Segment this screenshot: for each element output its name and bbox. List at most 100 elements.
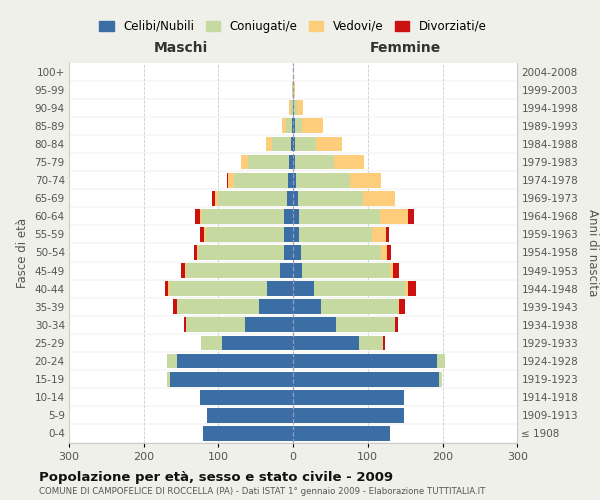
Bar [296,172,350,188]
Bar [282,118,286,134]
Bar [197,245,198,260]
Bar [203,426,293,441]
Bar [202,209,284,224]
Bar [390,263,393,278]
Y-axis label: Anni di nascita: Anni di nascita [586,209,599,296]
Bar [381,245,387,260]
Bar [206,227,284,242]
Bar [248,154,289,170]
Bar [393,263,399,278]
Bar [288,172,293,188]
Bar [350,172,381,188]
Bar [241,154,248,170]
Bar [383,336,385,350]
Bar [280,263,293,278]
Bar [299,209,380,224]
Text: Popolazione per età, sesso e stato civile - 2009: Popolazione per età, sesso e stato civil… [39,472,393,484]
Y-axis label: Fasce di età: Fasce di età [16,218,29,288]
Bar [293,227,299,242]
Bar [164,282,169,296]
Bar [295,136,316,152]
Bar [302,118,323,134]
Bar [380,209,408,224]
Bar [316,136,341,152]
Bar [293,354,437,368]
Bar [228,172,234,188]
Text: Femmine: Femmine [370,42,441,56]
Bar [186,318,245,332]
Bar [395,318,398,332]
Bar [200,227,204,242]
Bar [284,227,293,242]
Bar [204,227,206,242]
Bar [295,118,302,134]
Bar [227,172,228,188]
Bar [186,263,280,278]
Bar [293,336,359,350]
Bar [266,136,272,152]
Bar [245,318,293,332]
Bar [322,300,398,314]
Text: Maschi: Maschi [154,42,208,56]
Bar [167,372,170,386]
Bar [293,408,404,423]
Bar [293,426,390,441]
Bar [298,191,364,206]
Legend: Celibi/Nubili, Coniugati/e, Vedovi/e, Divorziati/e: Celibi/Nubili, Coniugati/e, Vedovi/e, Di… [95,15,491,38]
Bar [170,372,293,386]
Bar [293,191,298,206]
Bar [293,100,294,115]
Bar [194,245,197,260]
Bar [372,227,386,242]
Bar [293,136,295,152]
Bar [291,100,293,115]
Bar [167,354,178,368]
Bar [399,300,405,314]
Bar [386,227,389,242]
Bar [359,336,383,350]
Bar [301,245,381,260]
Bar [387,245,391,260]
Bar [314,282,405,296]
Bar [293,300,322,314]
Bar [207,408,293,423]
Bar [364,191,395,206]
Bar [289,100,291,115]
Bar [293,318,337,332]
Bar [337,318,395,332]
Bar [173,300,176,314]
Bar [398,300,399,314]
Bar [212,191,215,206]
Bar [170,282,267,296]
Bar [181,263,185,278]
Bar [272,136,291,152]
Bar [286,118,292,134]
Bar [293,172,296,188]
Text: COMUNE DI CAMPOFELICE DI ROCCELLA (PA) - Dati ISTAT 1° gennaio 2009 - Elaborazio: COMUNE DI CAMPOFELICE DI ROCCELLA (PA) -… [39,486,485,496]
Bar [284,209,293,224]
Bar [293,118,295,134]
Bar [218,191,287,206]
Bar [169,282,170,296]
Bar [184,318,186,332]
Bar [198,245,284,260]
Bar [294,100,297,115]
Bar [293,390,404,404]
Bar [234,172,288,188]
Bar [334,154,364,170]
Bar [291,136,293,152]
Bar [215,191,218,206]
Bar [297,100,303,115]
Bar [302,263,390,278]
Bar [405,282,408,296]
Bar [408,209,414,224]
Bar [408,282,416,296]
Bar [200,390,293,404]
Bar [292,82,293,97]
Bar [289,154,293,170]
Bar [294,82,295,97]
Bar [293,209,299,224]
Bar [439,372,442,386]
Bar [299,227,372,242]
Bar [201,336,222,350]
